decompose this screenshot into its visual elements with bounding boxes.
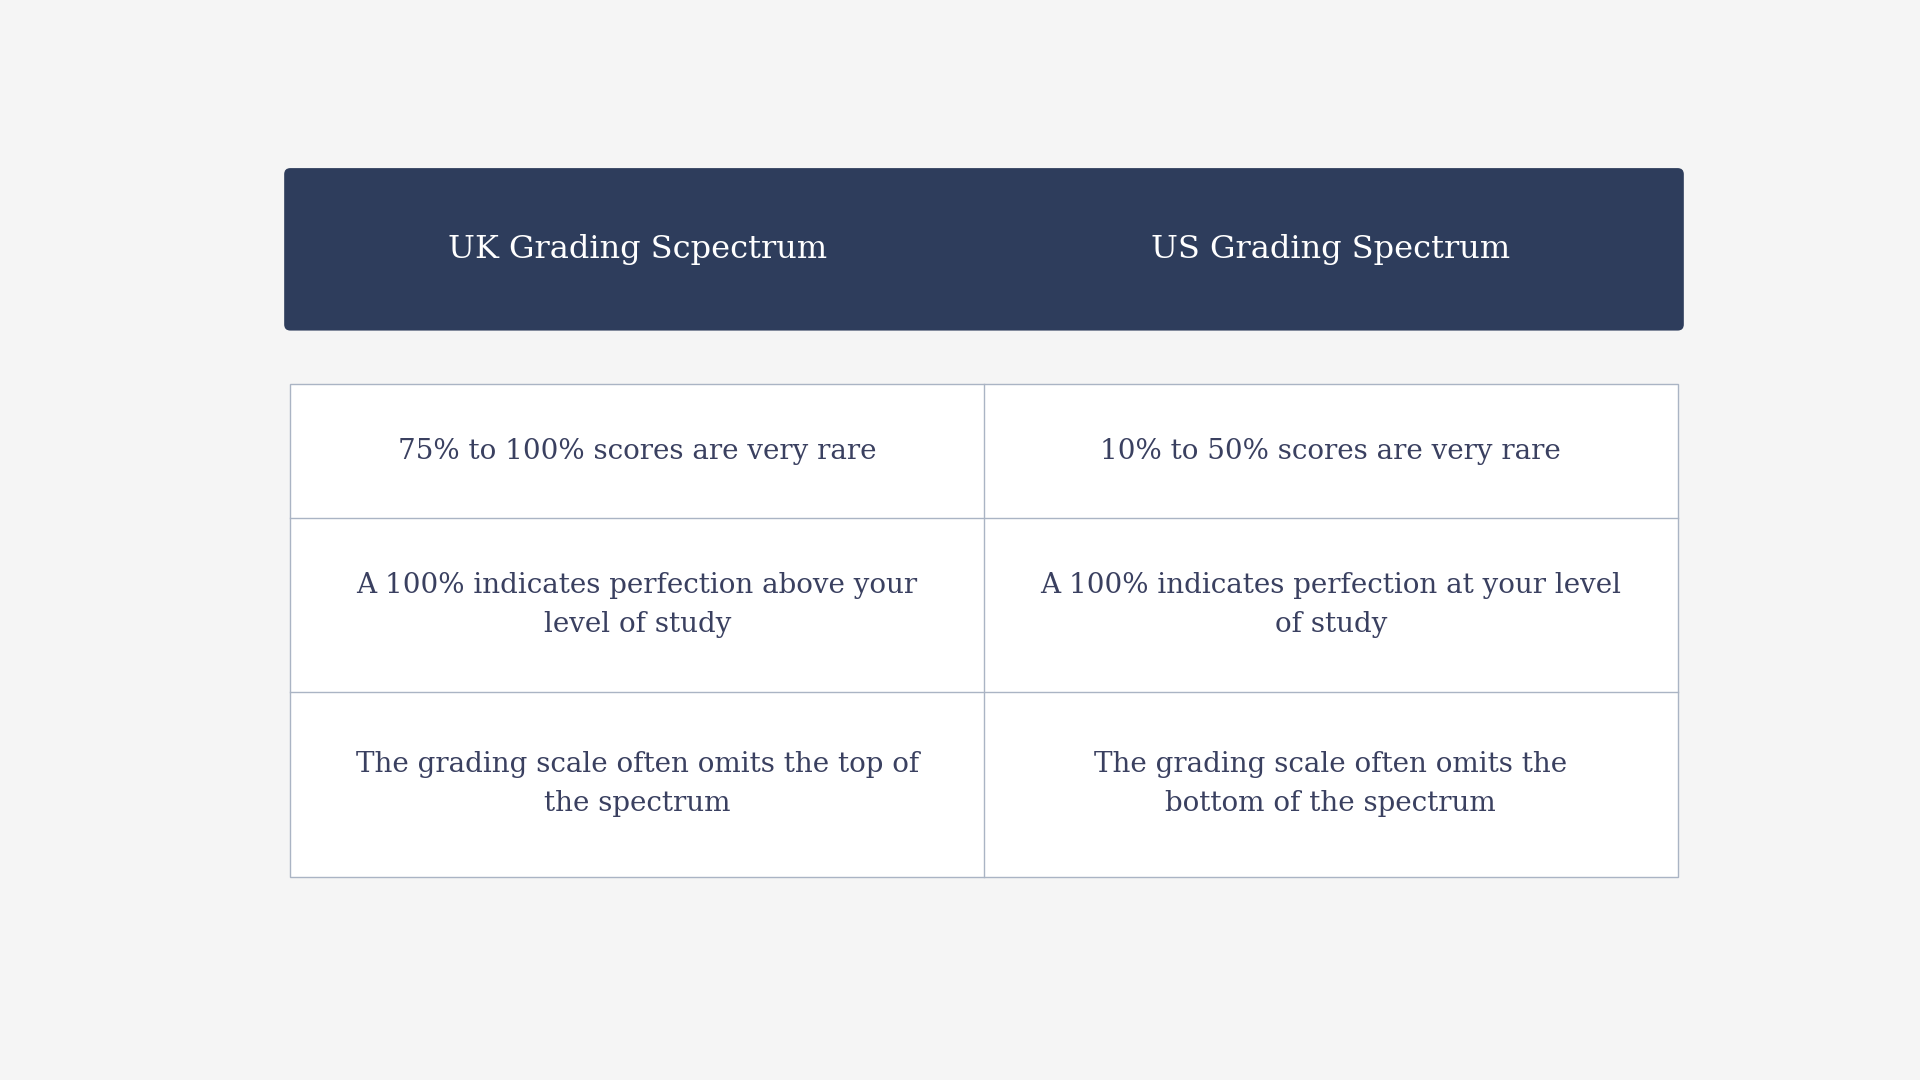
Text: A 100% indicates perfection at your level
of study: A 100% indicates perfection at your leve… [1041,571,1620,638]
Text: 75% to 100% scores are very rare: 75% to 100% scores are very rare [397,437,876,464]
Text: US Grading Spectrum: US Grading Spectrum [1152,234,1511,265]
FancyBboxPatch shape [284,168,1684,330]
Text: The grading scale often omits the
bottom of the spectrum: The grading scale often omits the bottom… [1094,751,1567,818]
Text: UK Grading Scpectrum: UK Grading Scpectrum [447,234,828,265]
Text: 10% to 50% scores are very rare: 10% to 50% scores are very rare [1100,437,1561,464]
Text: The grading scale often omits the top of
the spectrum: The grading scale often omits the top of… [355,751,920,818]
Text: A 100% indicates perfection above your
level of study: A 100% indicates perfection above your l… [357,571,918,638]
Bar [290,383,1678,877]
